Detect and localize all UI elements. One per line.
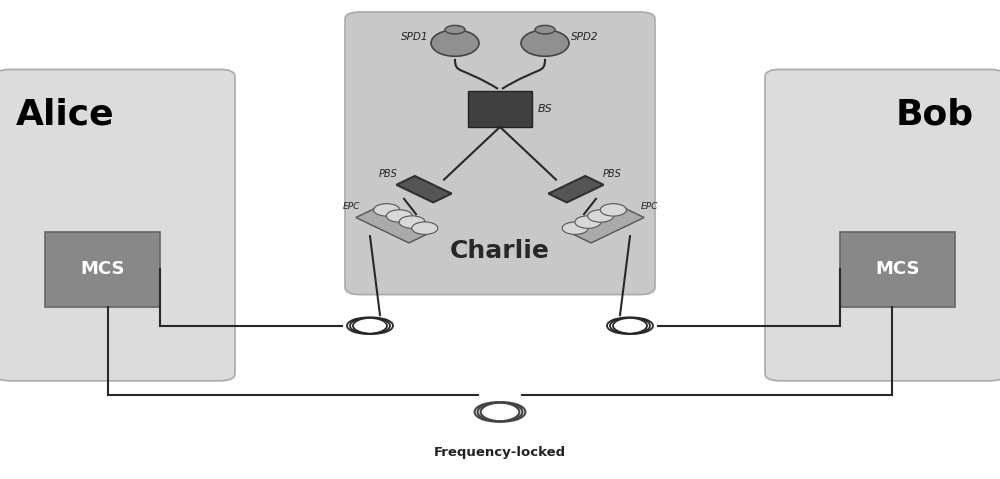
Circle shape [562,222,588,234]
FancyBboxPatch shape [345,12,655,295]
Polygon shape [356,207,430,243]
Text: Bob: Bob [896,98,974,132]
Text: Frequency-locked: Frequency-locked [434,446,566,459]
Polygon shape [396,176,452,203]
Text: PBS: PBS [603,169,621,179]
Text: MCS: MCS [875,261,920,278]
Polygon shape [570,207,644,243]
Text: SPD2: SPD2 [571,32,599,42]
Circle shape [600,204,626,216]
Text: EPC: EPC [640,203,658,211]
Text: Alice: Alice [16,98,114,132]
Bar [468,91,532,127]
Bar [45,232,160,307]
Text: BS: BS [538,104,553,114]
Circle shape [575,216,601,228]
Circle shape [588,210,614,222]
Polygon shape [548,176,604,203]
Ellipse shape [535,25,555,34]
Ellipse shape [431,30,479,57]
FancyBboxPatch shape [765,69,1000,381]
Circle shape [412,222,438,234]
Text: EPC: EPC [342,203,360,211]
Text: SPD1: SPD1 [401,32,429,42]
Text: MCS: MCS [80,261,125,278]
FancyBboxPatch shape [0,69,235,381]
Circle shape [399,216,425,228]
Ellipse shape [445,25,465,34]
Text: Charlie: Charlie [450,240,550,263]
Ellipse shape [521,30,569,57]
Circle shape [374,204,400,216]
Circle shape [386,210,412,222]
Bar [840,232,955,307]
Text: PBS: PBS [379,169,397,179]
